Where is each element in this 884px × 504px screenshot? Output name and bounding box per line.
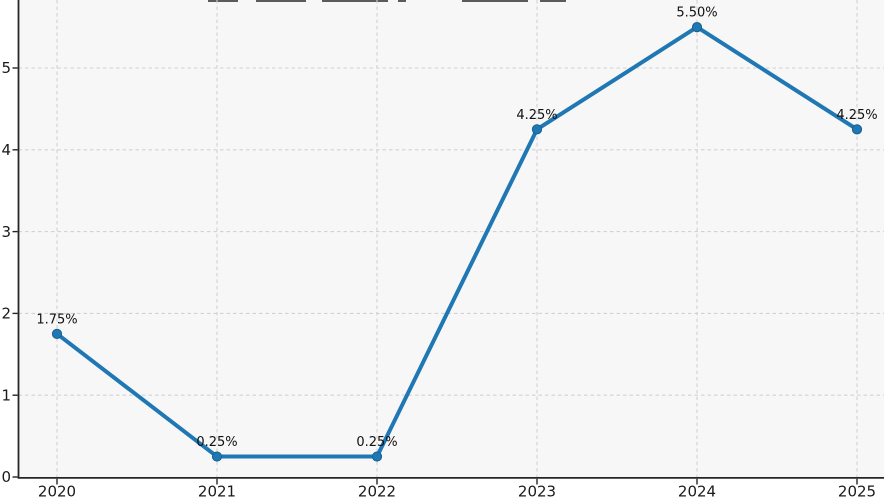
data-point-2022 (371, 451, 383, 462)
clipped-title-glyph-fragment (322, 0, 388, 2)
value-label-2023: 4.25% (516, 108, 557, 123)
x-tick-label-2020: 2020 (38, 483, 76, 501)
plot-background (18, 0, 884, 477)
clipped-title-glyph-fragment (540, 0, 566, 2)
clipped-title-glyph-fragment (208, 0, 238, 2)
clipped-title-glyph-fragment (398, 0, 406, 2)
rate-line (55, 25, 859, 459)
y-tick-label-4: 4 (1, 141, 11, 159)
tick-marks (12, 67, 858, 485)
y-tick-label-1: 1 (1, 386, 11, 404)
value-label-2022: 0.25% (356, 435, 397, 450)
line-series (51, 22, 863, 462)
y-tick-label-5: 5 (1, 59, 11, 77)
clipped-title-glyph-fragment (256, 0, 306, 2)
value-label-2020: 1.75% (36, 312, 77, 327)
x-tick-label-2021: 2021 (198, 483, 236, 501)
clipped-title-glyph-fragment (462, 0, 528, 2)
y-tick-label-3: 3 (1, 223, 11, 241)
y-tick-label-0: 0 (1, 468, 11, 486)
axes-spines (17, 0, 884, 479)
data-point-labels: 1.75% 0.25% 0.25% 4.25% 5.50% 4.25% (36, 6, 877, 450)
value-label-2024: 5.50% (676, 6, 717, 21)
data-point-2021 (211, 451, 223, 462)
data-point-2023 (531, 124, 543, 135)
data-point-2024 (691, 22, 703, 33)
gridlines (18, 0, 884, 477)
x-tick-label-2025: 2025 (838, 483, 876, 501)
y-tick-label-2: 2 (1, 305, 11, 323)
x-tick-label-2024: 2024 (678, 483, 716, 501)
value-label-2025: 4.25% (836, 108, 877, 123)
x-tick-label-2022: 2022 (358, 483, 396, 501)
value-label-2021: 0.25% (196, 435, 237, 450)
tick-labels: 0 1 2 3 4 5 2020 2021 2022 2023 2024 2025 (1, 59, 876, 500)
data-point-2025 (851, 124, 863, 135)
x-tick-label-2023: 2023 (518, 483, 556, 501)
clipped-title-fragments (208, 0, 566, 2)
data-point-2020 (51, 328, 63, 339)
